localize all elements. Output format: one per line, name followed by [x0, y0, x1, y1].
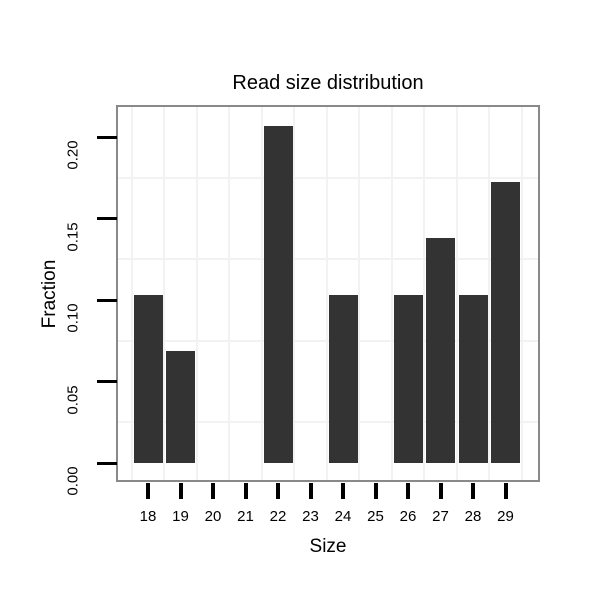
- minor-gridline-vertical: [228, 107, 231, 480]
- x-tick-label: 28: [464, 508, 482, 525]
- minor-gridline-vertical: [423, 107, 426, 480]
- minor-gridline-vertical: [488, 107, 491, 480]
- minor-gridline-horizontal: [118, 176, 538, 179]
- x-axis-title: Size: [309, 536, 347, 557]
- minor-gridline-vertical: [390, 107, 393, 480]
- minor-gridline-vertical: [163, 107, 166, 480]
- minor-gridline-horizontal: [118, 339, 538, 342]
- bar: [426, 238, 455, 463]
- minor-gridline-vertical: [358, 107, 361, 480]
- minor-gridline-vertical: [293, 107, 296, 480]
- x-tick: [211, 483, 215, 499]
- x-tick-label: 26: [399, 508, 417, 525]
- x-tick: [276, 483, 280, 499]
- x-tick-label: 18: [139, 508, 157, 525]
- x-tick: [178, 483, 183, 499]
- x-tick: [471, 483, 475, 499]
- y-tick: [97, 461, 117, 465]
- bar: [491, 182, 520, 463]
- minor-gridline-vertical: [325, 107, 328, 480]
- minor-gridline-vertical: [195, 107, 198, 480]
- y-tick: [97, 298, 117, 302]
- x-tick-label: 25: [367, 508, 384, 525]
- bar: [166, 350, 195, 463]
- minor-gridline-vertical: [520, 107, 523, 480]
- bar: [328, 294, 358, 463]
- y-tick-label-text: 0.20: [64, 140, 82, 170]
- x-tick-label: 22: [269, 508, 287, 525]
- y-tick: [97, 217, 117, 220]
- minor-gridline-horizontal: [118, 421, 538, 424]
- y-tick-label-text: 0.15: [64, 221, 82, 252]
- x-tick: [373, 483, 378, 499]
- y-tick-label-text: 0.05: [64, 384, 82, 415]
- x-tick-label: 20: [204, 508, 222, 525]
- plot-panel: [116, 105, 540, 482]
- chart-title: Read size distribution: [232, 72, 424, 94]
- minor-gridline-horizontal: [118, 258, 538, 261]
- minor-gridline-vertical: [455, 107, 458, 480]
- bar: [393, 294, 423, 463]
- x-tick: [406, 483, 410, 499]
- y-tick-label-text: 0.10: [64, 303, 82, 333]
- minor-gridline-vertical: [260, 107, 263, 480]
- x-tick: [503, 483, 508, 499]
- x-tick: [341, 483, 345, 499]
- x-tick-label: 29: [497, 508, 514, 525]
- x-tick: [146, 483, 150, 499]
- x-tick: [243, 483, 248, 499]
- y-axis-title: Fraction: [39, 259, 60, 329]
- minor-gridline-vertical: [130, 107, 133, 480]
- x-tick-label: 21: [237, 508, 254, 525]
- y-tick: [97, 135, 117, 139]
- x-tick: [308, 483, 313, 499]
- bar: [458, 294, 488, 463]
- x-tick-label: 24: [334, 508, 352, 525]
- x-tick-label: 27: [432, 508, 449, 525]
- x-tick: [438, 483, 443, 499]
- bar: [263, 125, 293, 463]
- x-tick-label: 19: [172, 508, 189, 525]
- y-tick-label-text: 0.00: [64, 466, 82, 496]
- x-tick-label: 23: [302, 508, 319, 525]
- bar: [133, 294, 163, 463]
- y-tick: [97, 380, 117, 383]
